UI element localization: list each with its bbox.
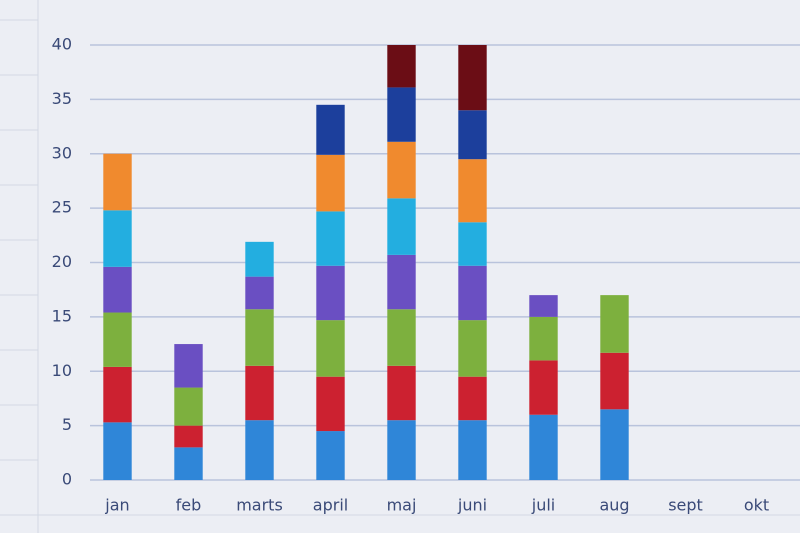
bar-segment: [458, 420, 487, 480]
bar-segment: [316, 104, 345, 155]
bar-segment: [245, 276, 274, 310]
bar-segment: [245, 309, 274, 366]
y-tick-label: 25: [52, 198, 72, 217]
y-tick-label: 20: [52, 252, 72, 271]
bar-segment: [387, 141, 416, 199]
bar-segment: [600, 409, 629, 480]
y-tick-label: 15: [52, 306, 72, 325]
bar-segment: [316, 320, 345, 377]
bar-segment: [245, 241, 274, 277]
x-tick-label: okt: [744, 496, 769, 515]
x-tick-label: marts: [236, 496, 283, 515]
bar-segment: [458, 110, 487, 160]
bar-segment: [103, 366, 132, 423]
y-tick-label: 10: [52, 361, 72, 380]
x-tick-label: juli: [531, 496, 555, 515]
y-tick-label: 0: [62, 470, 72, 489]
bar-segment: [529, 316, 558, 361]
bar-segment: [245, 365, 274, 421]
y-tick-label: 35: [52, 89, 72, 108]
bar-segment: [458, 265, 487, 321]
bar-segment: [316, 154, 345, 212]
x-tick-label: aug: [599, 496, 629, 515]
bar-segment: [458, 45, 487, 111]
bar-segment: [387, 309, 416, 366]
bar-segment: [174, 425, 203, 448]
bar-segment: [529, 360, 558, 415]
x-tick-label: sept: [668, 496, 703, 515]
bar-segment: [387, 45, 416, 88]
bar-segment: [174, 447, 203, 480]
bar-segment: [387, 87, 416, 142]
bar-segment: [387, 420, 416, 480]
bar-segment: [529, 414, 558, 480]
bar-segment: [600, 295, 629, 353]
bar-segment: [103, 422, 132, 480]
bar-segment: [316, 211, 345, 266]
bar-segment: [458, 376, 487, 421]
x-tick-label: juni: [457, 496, 487, 515]
bar-segment: [387, 254, 416, 310]
bar-segment: [316, 265, 345, 321]
x-tick-label: jan: [104, 496, 129, 515]
bar-segment: [103, 153, 132, 211]
bar-segment: [174, 344, 203, 388]
bar-segment: [458, 159, 487, 223]
x-tick-label: april: [313, 496, 348, 515]
bar-segment: [387, 198, 416, 255]
y-tick-label: 5: [62, 415, 72, 434]
bar-segment: [458, 320, 487, 377]
x-tick-label: maj: [387, 496, 417, 515]
y-tick-label: 40: [52, 35, 72, 54]
y-tick-label: 30: [52, 143, 72, 162]
bar-segment: [387, 365, 416, 421]
bar-segment: [103, 266, 132, 313]
bar-segment: [458, 222, 487, 266]
x-tick-label: feb: [176, 496, 202, 515]
bar-segment: [174, 387, 203, 426]
bar-segment: [103, 210, 132, 267]
bar-segment: [316, 376, 345, 432]
bar-segment: [529, 295, 558, 317]
bar-segment: [103, 312, 132, 367]
bar-segment: [316, 431, 345, 480]
bar-segment: [245, 420, 274, 480]
bar-segment: [600, 352, 629, 410]
